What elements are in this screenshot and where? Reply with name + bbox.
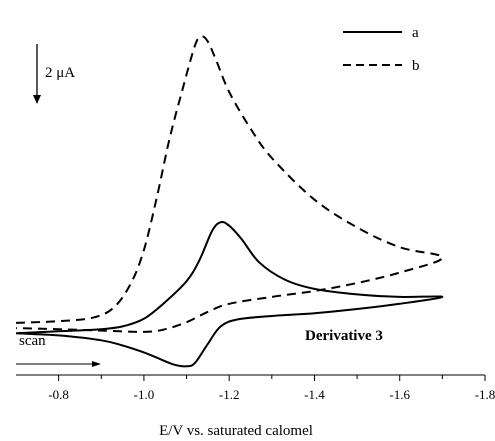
x-tick-label: -1.2 — [219, 387, 240, 402]
scan-arrowhead — [92, 361, 101, 367]
curves-layer — [15, 35, 444, 368]
x-tick-label: -1.4 — [304, 387, 325, 402]
legend-label-a: a — [412, 25, 419, 41]
x-tick-label: -1.0 — [134, 387, 155, 402]
scale-bar-label: 2 μA — [45, 65, 75, 81]
legend-label-b: b — [412, 58, 420, 74]
legend: a b — [343, 25, 420, 74]
sample-label: Derivative 3 — [305, 328, 383, 344]
series-line-b — [15, 35, 444, 333]
x-tick-label: -1.8 — [475, 387, 495, 402]
scan-label: scan — [19, 333, 46, 349]
series-line-a — [15, 221, 444, 368]
scale-bar-arrowhead — [33, 95, 41, 104]
x-tick-label: -1.6 — [389, 387, 410, 402]
x-tick-label: -0.8 — [48, 387, 69, 402]
x-axis-title: E/V vs. saturated calomel — [159, 423, 313, 439]
x-ticks: -0.8 -1.0 -1.2 -1.4 -1.6 -1.8 — [48, 375, 495, 402]
